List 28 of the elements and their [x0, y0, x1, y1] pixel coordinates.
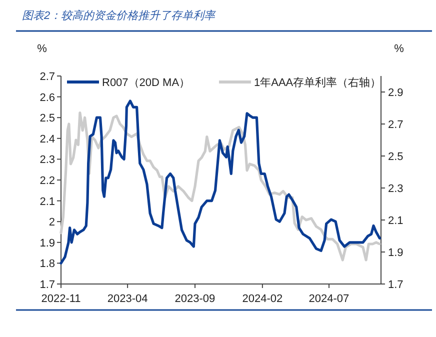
y-tick-label: 2.1 — [40, 196, 55, 208]
y-tick-label: 1.8 — [40, 258, 55, 270]
y-axis-title: % — [37, 43, 48, 55]
y2-tick-label: 1.7 — [388, 279, 404, 291]
y2-tick-label: 1.9 — [388, 247, 404, 259]
y2-axis-title: % — [394, 43, 404, 55]
y2-tick-label: 2.3 — [388, 183, 404, 195]
chart-title: 图表2：较高的资金价格推升了存单利率 — [22, 9, 216, 22]
x-tick-label: 2024-02 — [242, 293, 283, 305]
legend-label: 1年AAA存单利率（右轴） — [254, 76, 382, 89]
x-tick-label: 2023-09 — [174, 293, 216, 305]
legend-label: R007（20D MA） — [102, 77, 190, 89]
x-tick-label: 2022-11 — [41, 293, 81, 305]
y-tick-label: 2.6 — [40, 92, 55, 104]
y2-tick-label: 2.7 — [388, 119, 404, 131]
x-tick-label: 2024-07 — [308, 293, 350, 305]
y-tick-label: 2.3 — [40, 154, 55, 166]
y-tick-label: 2 — [48, 216, 55, 229]
y2-tick-label: 2.9 — [388, 87, 404, 99]
y-tick-label: 2.2 — [40, 175, 55, 187]
y-tick-label: 2.4 — [40, 133, 55, 146]
y-tick-label: 1.9 — [40, 237, 55, 250]
y2-tick-label: 2.5 — [388, 151, 404, 163]
y-tick-label: 1.7 — [40, 279, 55, 291]
x-tick-label: 2023-04 — [107, 293, 148, 305]
y2-tick-label: 2.1 — [388, 215, 404, 227]
y-tick-label: 2.7 — [40, 71, 55, 83]
y-tick-label: 2.5 — [40, 112, 55, 125]
